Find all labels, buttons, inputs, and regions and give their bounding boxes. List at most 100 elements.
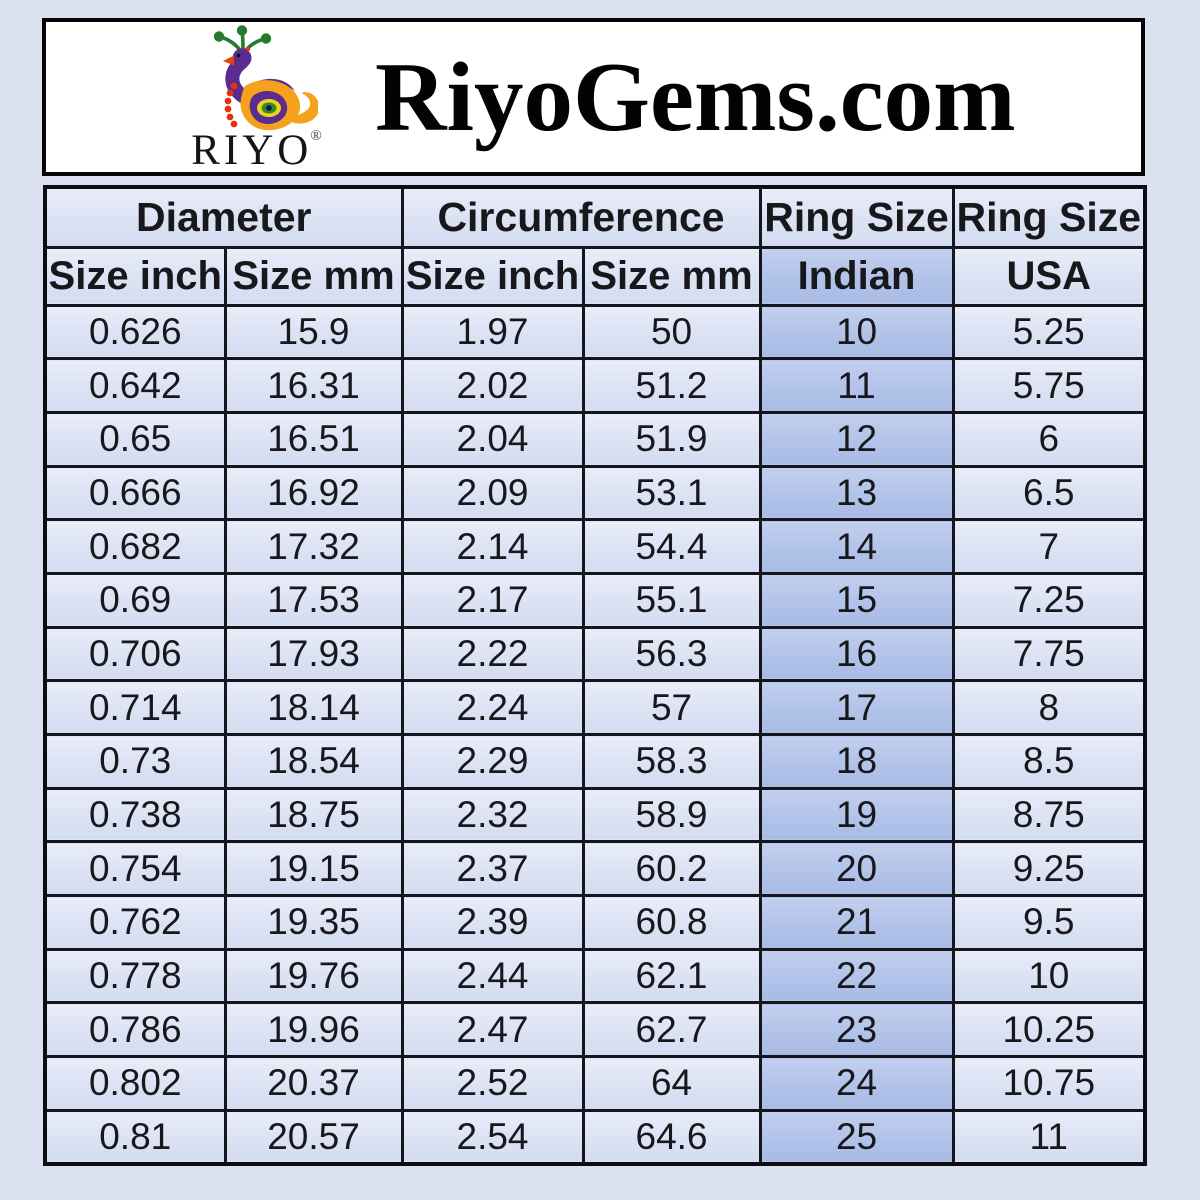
table-cell: 56.3 <box>581 625 762 683</box>
table-cell: 16 <box>758 625 955 683</box>
table-cell: 2.32 <box>400 786 585 844</box>
group-header-diameter: Diameter <box>43 185 404 249</box>
table-row: 0.754 19.15 2.37 60.2 20 9.25 <box>43 840 1147 898</box>
table-cell: 21 <box>758 894 955 951</box>
table-row: 0.65 16.51 2.04 51.9 12 6 <box>43 410 1147 468</box>
table-cell: 5.25 <box>951 303 1147 361</box>
table-cell: 60.8 <box>581 894 762 951</box>
table-cell: 11 <box>951 1108 1147 1166</box>
table-cell: 18.54 <box>223 733 404 790</box>
table-cell: 53.1 <box>581 464 762 522</box>
table-cell: 0.714 <box>43 679 227 736</box>
table-cell: 58.9 <box>581 786 762 844</box>
table-cell: 17.32 <box>223 518 404 575</box>
table-cell: 0.81 <box>43 1108 227 1166</box>
table-cell: 7.25 <box>951 571 1147 629</box>
table-cell: 17.53 <box>223 571 404 629</box>
registered-mark: ® <box>310 127 322 144</box>
table-cell: 19.35 <box>223 894 404 951</box>
table-cell: 6 <box>951 410 1147 468</box>
column-header-circumference-inch: Size inch <box>400 245 585 307</box>
table-cell: 64.6 <box>581 1108 762 1166</box>
table-cell: 2.02 <box>400 357 585 414</box>
table-cell: 17.93 <box>223 625 404 683</box>
table-cell: 0.738 <box>43 786 227 844</box>
table-cell: 2.39 <box>400 894 585 951</box>
table-cell: 19 <box>758 786 955 844</box>
table-cell: 10 <box>951 947 1147 1005</box>
table-cell: 2.09 <box>400 464 585 522</box>
table-row: 0.81 20.57 2.54 64.6 25 11 <box>43 1108 1147 1166</box>
table-cell: 2.52 <box>400 1055 585 1112</box>
table-cell: 0.802 <box>43 1055 227 1112</box>
table-cell: 14 <box>758 518 955 575</box>
table-row: 0.786 19.96 2.47 62.7 23 10.25 <box>43 1001 1147 1059</box>
table-cell: 16.92 <box>223 464 404 522</box>
group-header-circumference: Circumference <box>400 185 762 249</box>
table-row: 0.666 16.92 2.09 53.1 13 6.5 <box>43 464 1147 522</box>
column-header-diameter-inch: Size inch <box>43 245 227 307</box>
table-cell: 64 <box>581 1055 762 1112</box>
table-row: 0.762 19.35 2.39 60.8 21 9.5 <box>43 894 1147 951</box>
table-cell: 2.24 <box>400 679 585 736</box>
table-cell: 10.75 <box>951 1055 1147 1112</box>
table-row: 0.642 16.31 2.02 51.2 11 5.75 <box>43 357 1147 414</box>
table-cell: 22 <box>758 947 955 1005</box>
table-cell: 2.17 <box>400 571 585 629</box>
table-cell: 20 <box>758 840 955 898</box>
table-cell: 8.5 <box>951 733 1147 790</box>
table-cell: 0.786 <box>43 1001 227 1059</box>
table-cell: 62.7 <box>581 1001 762 1059</box>
table-cell: 0.73 <box>43 733 227 790</box>
table-cell: 2.44 <box>400 947 585 1005</box>
table-cell: 11 <box>758 357 955 414</box>
table-cell: 7 <box>951 518 1147 575</box>
peacock-head <box>232 48 251 68</box>
table-cell: 2.14 <box>400 518 585 575</box>
table-cell: 0.666 <box>43 464 227 522</box>
table-cell: 55.1 <box>581 571 762 629</box>
table-cell: 23 <box>758 1001 955 1059</box>
table-cell: 0.706 <box>43 625 227 683</box>
peacock-eye <box>236 53 240 57</box>
table-subheader-row: Size inch Size mm Size inch Size mm Indi… <box>43 245 1147 307</box>
table-row: 0.73 18.54 2.29 58.3 18 8.5 <box>43 733 1147 790</box>
table-row: 0.714 18.14 2.24 57 17 8 <box>43 679 1147 736</box>
table-cell: 0.762 <box>43 894 227 951</box>
table-row: 0.802 20.37 2.52 64 24 10.75 <box>43 1055 1147 1112</box>
table-cell: 0.626 <box>43 303 227 361</box>
group-header-ring-size-usa: Ring Size <box>951 185 1147 249</box>
table-cell: 58.3 <box>581 733 762 790</box>
table-row: 0.682 17.32 2.14 54.4 14 7 <box>43 518 1147 575</box>
brand-name: RIYO® <box>164 127 349 172</box>
table-cell: 2.54 <box>400 1108 585 1166</box>
table-cell: 20.57 <box>223 1108 404 1166</box>
table-cell: 19.15 <box>223 840 404 898</box>
table-row: 0.706 17.93 2.22 56.3 16 7.75 <box>43 625 1147 683</box>
table-cell: 57 <box>581 679 762 736</box>
column-header-indian: Indian <box>758 245 955 307</box>
table-cell: 16.31 <box>223 357 404 414</box>
table-cell: 13 <box>758 464 955 522</box>
table-row: 0.738 18.75 2.32 58.9 19 8.75 <box>43 786 1147 844</box>
site-title: RiyoGems.com <box>375 42 1016 152</box>
brand-banner: RIYO® RiyoGems.com <box>42 18 1145 176</box>
peacock-logo-icon <box>213 24 318 130</box>
table-cell: 19.96 <box>223 1001 404 1059</box>
column-header-circumference-mm: Size mm <box>581 245 762 307</box>
table-cell: 20.37 <box>223 1055 404 1112</box>
table-cell: 9.5 <box>951 894 1147 951</box>
table-cell: 0.642 <box>43 357 227 414</box>
peacock-crown-dot <box>245 46 250 51</box>
table-group-header-row: Diameter Circumference Ring Size Ring Si… <box>43 185 1147 249</box>
table-cell: 0.778 <box>43 947 227 1005</box>
table-cell: 6.5 <box>951 464 1147 522</box>
table-cell: 0.682 <box>43 518 227 575</box>
table-cell: 2.29 <box>400 733 585 790</box>
table-cell: 54.4 <box>581 518 762 575</box>
table-cell: 17 <box>758 679 955 736</box>
table-cell: 0.754 <box>43 840 227 898</box>
riyo-logo: RIYO® <box>164 24 349 172</box>
table-cell: 2.37 <box>400 840 585 898</box>
table-cell: 2.22 <box>400 625 585 683</box>
